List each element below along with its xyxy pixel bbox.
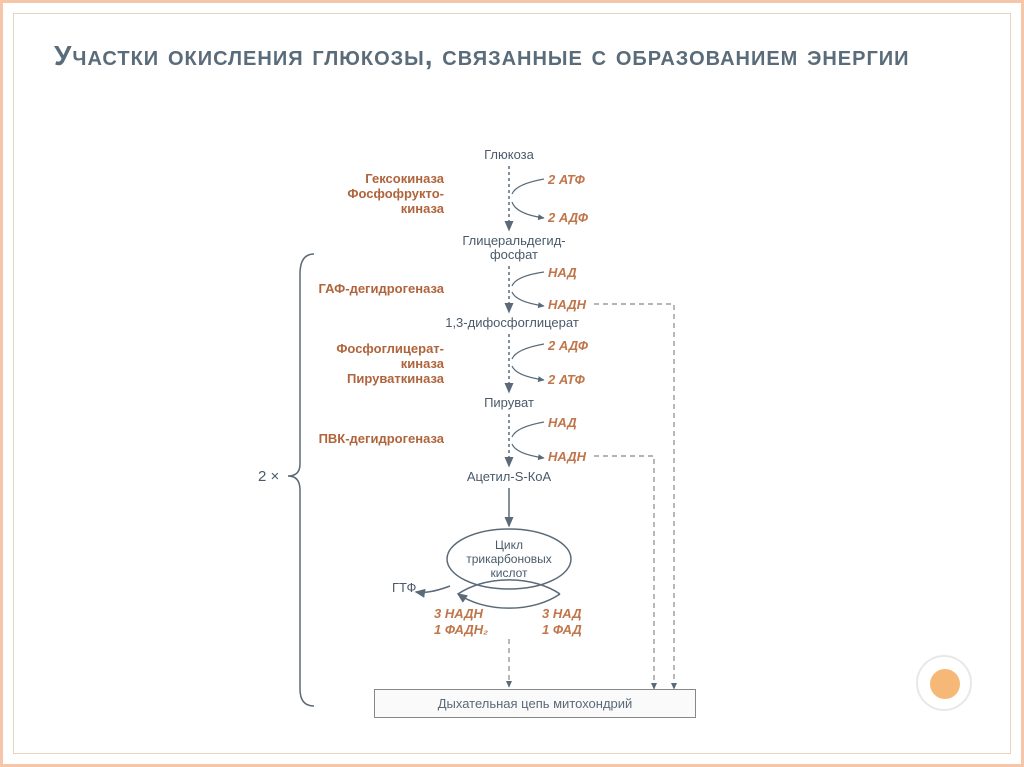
gtp-label: ГТФ	[392, 580, 416, 595]
enzyme-pgk-pk: Фосфоглицерат- киназа Пируваткиназа	[304, 342, 444, 387]
cofactor-s3-in: 2 АДФ	[548, 338, 588, 353]
node-dpg: 1,3-дифосфоглицерат	[437, 316, 587, 330]
cycle-left-top: 3 НАДН	[434, 606, 483, 621]
node-acetyl: Ацетил-S-КоА	[454, 470, 564, 484]
node-cycle: Цикл трикарбоновых кислот	[459, 539, 559, 580]
cycle-left-bottom: 1 ФАДН₂	[434, 622, 488, 637]
cofactor-s4-in: НАД	[548, 415, 577, 430]
cofactor-s1-in: 2 АТФ	[548, 172, 585, 187]
cofactor-s2-in: НАД	[548, 265, 577, 280]
enzyme-pdh: ПВК-дегидрогеназа	[304, 432, 444, 447]
enzyme-hk-pfk: Гексокиназа Фосфофрукто- киназа	[304, 172, 444, 217]
accent-dot	[930, 669, 960, 699]
cofactor-s1-out: 2 АДФ	[548, 210, 588, 225]
inner-frame: Участки окисления глюкозы, связанные с о…	[13, 13, 1011, 754]
enzyme-gapdh: ГАФ-дегидрогеназа	[304, 282, 444, 297]
node-glucose: Глюкоза	[469, 148, 549, 162]
cofactor-s3-out: 2 АТФ	[548, 372, 585, 387]
node-pyruvate: Пируват	[469, 396, 549, 410]
cycle-right-bottom: 1 ФАД	[542, 622, 582, 637]
cofactor-s2-out: НАДН	[548, 297, 586, 312]
flow-diagram: Глюкоза Глицеральдегид- фосфат 1,3-дифос…	[244, 144, 804, 734]
respiratory-chain-box: Дыхательная цепь митохондрий	[374, 689, 696, 718]
cycle-right-top: 3 НАД	[542, 606, 582, 621]
node-gap: Глицеральдегид- фосфат	[449, 234, 579, 263]
outer-frame: Участки окисления глюкозы, связанные с о…	[0, 0, 1024, 767]
slide-title: Участки окисления глюкозы, связанные с о…	[54, 38, 970, 73]
multiplier-label: 2 ×	[258, 468, 279, 485]
cofactor-s4-out: НАДН	[548, 449, 586, 464]
